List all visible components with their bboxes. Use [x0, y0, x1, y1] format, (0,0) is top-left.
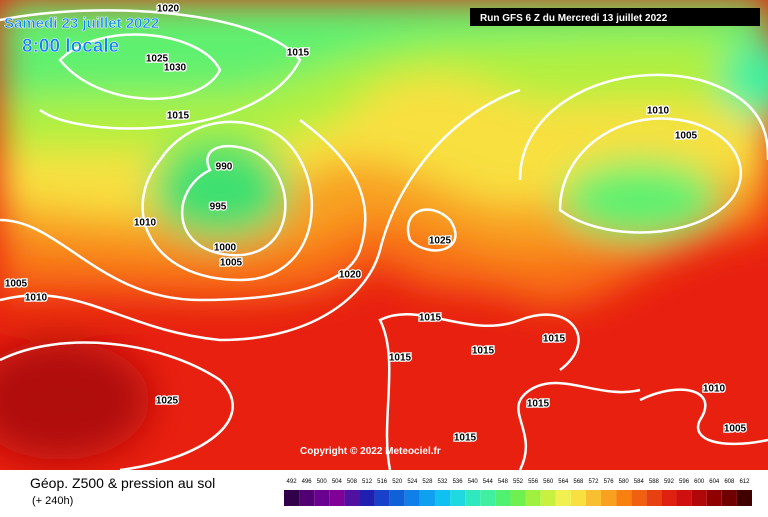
run-box — [470, 8, 760, 26]
date: Samedi 23 juillet 2022 — [4, 15, 159, 32]
scale-swatch — [736, 490, 752, 506]
copyright: Copyright © 2022 Meteociel.fr — [300, 446, 441, 457]
isobar-label: 995 — [210, 202, 227, 213]
scale-swatch — [616, 490, 632, 506]
scale-label: 564 — [558, 479, 569, 485]
scale-label: 560 — [543, 479, 554, 485]
scale-swatch — [480, 490, 496, 506]
isobar-label: 1015 — [454, 433, 477, 444]
isobar-label: 1015 — [287, 48, 310, 59]
scale-label: 572 — [588, 479, 599, 485]
scale-swatch — [404, 490, 420, 506]
color-scale: 492 496 500 504 508 512 516 520 524 528 532 536 540 5… — [284, 479, 752, 506]
isobar-label: 1025 — [429, 236, 452, 247]
scale-swatch — [510, 490, 526, 506]
scale-label: 600 — [694, 479, 705, 485]
scale-label: 544 — [483, 479, 494, 485]
isobar-label: 1020 — [339, 270, 362, 281]
scale-swatch — [721, 490, 737, 506]
isobar-label: 1005 — [220, 258, 243, 269]
run-info: Run GFS 6 Z du Mercredi 13 juillet 2022 — [480, 13, 668, 24]
scale-label: 556 — [528, 479, 539, 485]
isobar-label: 1015 — [389, 353, 412, 364]
isobar-label: 1000 — [214, 243, 237, 254]
scale-swatch — [344, 490, 360, 506]
isobar-label: 1010 — [25, 293, 48, 304]
legend-lead: (+ 240h) — [32, 495, 73, 507]
scale-label: 516 — [377, 479, 388, 485]
isobar-label: 1030 — [164, 63, 187, 74]
scale-swatch — [419, 490, 435, 506]
map: 1020102510301015101599099510101000100510… — [0, 0, 768, 470]
isobar-label: 1025 — [156, 396, 179, 407]
isobar-label: 1005 — [724, 424, 747, 435]
scale-swatch — [555, 490, 571, 506]
scale-label: 524 — [407, 479, 418, 485]
scale-swatch — [601, 490, 617, 506]
isobar-label: 1020 — [157, 4, 180, 15]
isobar-label: 1010 — [134, 218, 157, 229]
isobar-label: 990 — [216, 162, 233, 173]
scale-swatch — [646, 490, 662, 506]
isobar-label: 1010 — [703, 384, 726, 395]
scale-swatch — [661, 490, 677, 506]
isobar-label: 1010 — [647, 106, 670, 117]
isobar-label: 1015 — [472, 346, 495, 357]
isobar-label: 1015 — [419, 313, 442, 324]
scale-label: 592 — [664, 479, 675, 485]
scale-label: 552 — [513, 479, 524, 485]
time: 8:00 locale — [22, 36, 119, 57]
scale-swatch — [329, 490, 345, 506]
scale-label: 588 — [649, 479, 660, 485]
scale-label: 496 — [302, 479, 313, 485]
scale-swatch — [374, 490, 390, 506]
isobar-label: 1015 — [167, 111, 190, 122]
scale-label: 576 — [604, 479, 615, 485]
scale-swatch — [676, 490, 692, 506]
scale-label: 528 — [422, 479, 433, 485]
scale-swatch — [465, 490, 481, 506]
isobar-label: 1015 — [527, 399, 550, 410]
scale-swatch — [495, 490, 511, 506]
scale-label: 596 — [679, 479, 690, 485]
isobars — [0, 9, 768, 470]
scale-swatch — [314, 490, 330, 506]
scale-swatch — [359, 490, 375, 506]
scale-label: 520 — [392, 479, 403, 485]
scale-label: 536 — [453, 479, 464, 485]
scale-swatch — [450, 490, 466, 506]
scale-label: 500 — [317, 479, 328, 485]
scale-swatch — [299, 490, 315, 506]
scale-label: 612 — [739, 479, 750, 485]
isobar-label: 1015 — [543, 334, 566, 345]
scale-label: 508 — [347, 479, 358, 485]
scale-swatch — [570, 490, 586, 506]
scale-swatch — [706, 490, 722, 506]
scale-label: 532 — [438, 479, 449, 485]
scale-label: 584 — [634, 479, 645, 485]
scale-swatch — [434, 490, 451, 506]
scale-label: 568 — [573, 479, 584, 485]
scale-label: 604 — [709, 479, 720, 485]
scale-label: 548 — [498, 479, 509, 485]
scale-label: 504 — [332, 479, 343, 485]
scale-label: 540 — [468, 479, 479, 485]
scale-label: 608 — [724, 479, 735, 485]
isobar-label: 1005 — [5, 279, 28, 290]
isobar-label: 1025 — [146, 54, 169, 65]
scale-swatch — [389, 490, 405, 506]
scale-label: 492 — [287, 479, 298, 485]
scale-label: 512 — [362, 479, 373, 485]
scale-swatch — [691, 490, 707, 506]
scale-swatch — [284, 490, 300, 506]
legend-title: Géop. Z500 & pression au sol — [30, 475, 215, 491]
scale-swatch — [525, 490, 541, 506]
scale-swatch — [585, 490, 602, 506]
scale-swatch — [631, 490, 647, 506]
scale-label: 580 — [619, 479, 630, 485]
isobar-labels: 1020102510301015101599099510101000100510… — [4, 2, 748, 445]
isobar-label: 1005 — [675, 131, 698, 142]
scale-swatch — [540, 490, 556, 506]
